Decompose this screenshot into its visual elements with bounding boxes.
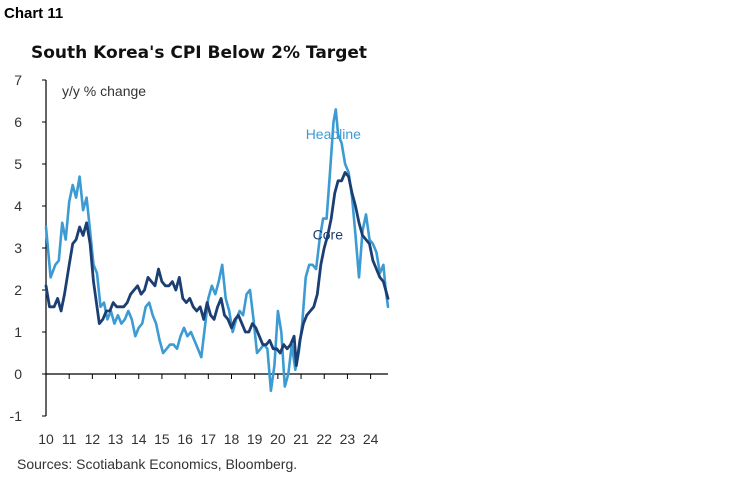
chart-number-label: Chart 11	[4, 5, 64, 22]
series-line-headline	[44, 108, 390, 393]
x-tick-label: 10	[38, 431, 54, 447]
chart-series	[44, 108, 390, 393]
x-tick-label: 12	[85, 431, 101, 447]
series-label-core: Core	[313, 227, 344, 243]
x-tick-label: 11	[62, 431, 77, 447]
y-tick-label: 5	[14, 156, 22, 172]
y-tick-label: 1	[14, 324, 22, 340]
x-tick-label: 15	[154, 431, 170, 447]
x-tick-label: 24	[363, 431, 379, 447]
y-tick-label: 6	[14, 114, 22, 130]
x-tick-label: 14	[131, 431, 147, 447]
x-tick-label: 23	[340, 431, 356, 447]
y-tick-label: 7	[14, 72, 22, 88]
series-label-headline: Headline	[306, 126, 361, 142]
y-axis-label: y/y % change	[62, 83, 146, 99]
series-line-core	[44, 171, 390, 367]
y-tick-label: 3	[14, 240, 22, 256]
x-tick-label: 19	[247, 431, 263, 447]
y-tick-label: -1	[10, 408, 23, 424]
x-tick-label: 13	[108, 431, 124, 447]
chart-labels: y/y % change Headline Core	[62, 83, 361, 243]
x-tick-label: 16	[177, 431, 193, 447]
x-tick-label: 22	[316, 431, 332, 447]
x-tick-label: 18	[224, 431, 240, 447]
y-tick-label: 0	[14, 366, 22, 382]
y-tick-label: 2	[14, 282, 22, 298]
x-tick-label: 17	[201, 431, 217, 447]
source-note: Sources: Scotiabank Economics, Bloomberg…	[17, 456, 298, 472]
y-tick-label: 4	[14, 198, 22, 214]
chart-title: South Korea's CPI Below 2% Target	[31, 43, 368, 63]
x-tick-label: 20	[270, 431, 286, 447]
x-tick-label: 21	[293, 431, 309, 447]
